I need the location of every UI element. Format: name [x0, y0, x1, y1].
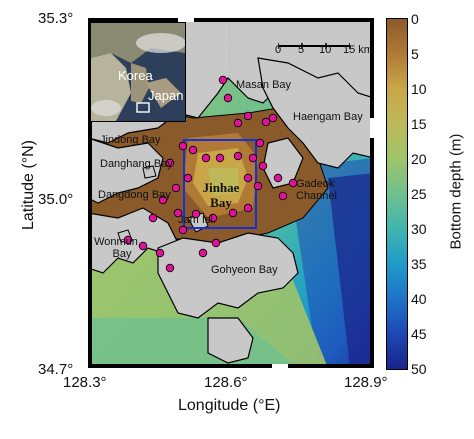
station-marker	[211, 238, 221, 248]
station-marker	[198, 248, 208, 258]
station-marker	[288, 178, 298, 188]
x-tick-128-3: 128.3°	[63, 374, 107, 391]
label-danghang-bay: Danghang Bay	[100, 158, 173, 170]
x-tick-128-6: 128.6°	[204, 374, 248, 391]
station-marker	[123, 235, 133, 245]
label-gadeok: Gadeok	[296, 178, 335, 190]
colorbar-tick-35: 35	[411, 256, 427, 272]
map-panel: Korea Japan 0 5 10 15 km Masan Bay Haeng…	[87, 17, 375, 369]
label-channel: Channel	[296, 190, 337, 202]
colorbar-tick-20: 20	[411, 151, 427, 167]
label-jinhae-bay: Jinhae Bay	[196, 180, 246, 210]
scale-tick-15km: 15 km	[343, 44, 373, 56]
station-marker	[191, 209, 201, 219]
station-marker	[233, 151, 243, 161]
jinhae-line-2: Bay	[210, 195, 232, 210]
x-axis-title: Longitude (°E)	[178, 397, 281, 414]
label-wonmun-bay: Bay	[112, 248, 132, 260]
station-marker	[208, 213, 218, 223]
station-marker	[165, 263, 175, 273]
station-marker	[178, 225, 188, 235]
station-marker	[183, 173, 193, 183]
station-marker	[223, 93, 233, 103]
station-marker	[215, 153, 225, 163]
y-axis-title: Latitude (°N)	[20, 140, 37, 230]
x-tick-128-9: 128.9°	[344, 374, 388, 391]
scale-tick-10: 10	[319, 44, 332, 56]
station-marker	[158, 195, 168, 205]
station-marker	[253, 181, 263, 191]
station-marker	[233, 118, 243, 128]
jinhae-line-1: Jinhae	[202, 180, 240, 195]
land-geoje	[157, 232, 299, 319]
sampling-stations	[123, 75, 298, 273]
colorbar-title: Bottom depth (m)	[447, 133, 465, 250]
label-dangdong-bay: Dangdong Bay	[98, 189, 171, 201]
colorbar-tick-50: 50	[411, 361, 427, 377]
y-tick-35-3: 35.3°	[38, 10, 74, 27]
station-marker	[155, 248, 165, 258]
label-wonmun: Wonmun	[94, 236, 138, 248]
scale-tick-0: 0	[275, 44, 282, 56]
station-marker	[165, 158, 175, 168]
station-marker	[228, 208, 238, 218]
label-haengam-bay: Haengam Bay	[293, 111, 363, 123]
inset-satellite-image	[90, 22, 186, 122]
y-tick-34-7: 34.7°	[38, 361, 74, 378]
station-marker	[243, 111, 253, 121]
label-jindong-bay: Jindong Bay	[100, 134, 161, 146]
station-marker	[243, 203, 253, 213]
station-marker	[248, 153, 258, 163]
station-marker	[173, 208, 183, 218]
station-marker	[261, 117, 271, 127]
station-marker	[258, 161, 268, 171]
station-marker	[188, 145, 198, 155]
colorbar-tick-30: 30	[411, 221, 427, 237]
land-southwest	[87, 207, 179, 274]
colorbar	[386, 18, 408, 370]
station-marker	[268, 113, 278, 123]
colorbar-tick-10: 10	[411, 81, 427, 97]
colorbar-tick-45: 45	[411, 326, 427, 342]
station-marker	[278, 191, 288, 201]
label-jam-isl: Jam Isl.	[178, 214, 216, 226]
colorbar-tick-40: 40	[411, 291, 427, 307]
station-marker	[138, 241, 148, 251]
colorbar-tick-0: 0	[411, 11, 419, 27]
land-west	[87, 137, 164, 204]
bathymetry-map	[87, 17, 375, 369]
label-masan-bay: Masan Bay	[236, 79, 292, 91]
inset-label-japan: Japan	[148, 88, 184, 103]
station-marker	[148, 213, 158, 223]
station-marker	[218, 75, 228, 85]
scale-bar	[277, 36, 351, 49]
inset-map-graphic	[91, 23, 185, 121]
station-marker	[255, 138, 265, 148]
scale-tick-5: 5	[298, 44, 305, 56]
inset-label-korea: Korea	[118, 68, 153, 83]
station-marker	[273, 173, 283, 183]
land-south-isle	[207, 317, 254, 364]
colorbar-tick-15: 15	[411, 116, 427, 132]
colorbar-tick-5: 5	[411, 46, 419, 62]
station-marker	[171, 183, 181, 193]
station-marker	[178, 141, 188, 151]
y-tick-35-0: 35.0°	[38, 191, 74, 208]
label-gohyeon-bay: Gohyeon Bay	[211, 264, 278, 276]
station-marker	[243, 173, 253, 183]
station-marker	[201, 153, 211, 163]
land-northeast	[257, 57, 375, 169]
colorbar-tick-25: 25	[411, 186, 427, 202]
